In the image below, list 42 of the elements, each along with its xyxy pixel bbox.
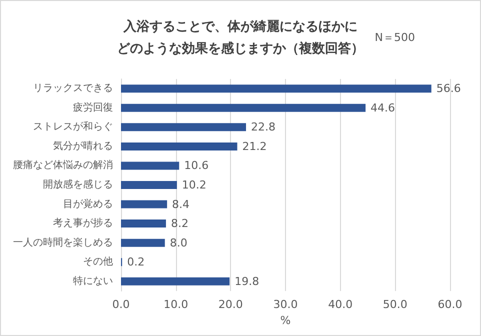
bar: [121, 238, 165, 247]
y-tick-label: 一人の時間を楽しめる: [13, 236, 113, 248]
y-tick-label: その他: [83, 256, 113, 268]
bar: [121, 104, 366, 112]
x-tick-label: 40.0: [328, 298, 353, 311]
data-label: 8.2: [170, 217, 188, 230]
data-label: 56.6: [436, 82, 461, 96]
bar: [121, 181, 177, 189]
y-tick-label: リラックスできる: [33, 83, 113, 94]
y-tick-label: 目が覚める: [63, 198, 113, 210]
x-tick-label: 30.0: [273, 298, 298, 311]
y-tick-label: 開放感を感じる: [43, 178, 113, 190]
y-tick-label: 腰痛など体悩みの解消: [13, 159, 113, 172]
bar: [121, 142, 238, 150]
data-label: 10.6: [184, 159, 209, 172]
bar: [121, 162, 180, 170]
data-label: 44.6: [370, 101, 396, 114]
data-label: 22.8: [251, 120, 276, 134]
x-tick-label: 60.0: [438, 298, 462, 311]
text: N＝500: [374, 31, 416, 44]
data-label: 0.2: [127, 256, 145, 269]
bar: [121, 277, 230, 286]
bar: [121, 84, 432, 93]
data-label: 8.4: [172, 198, 190, 211]
bar: [121, 123, 246, 132]
data-label: 19.8: [234, 274, 260, 288]
y-tick-label: ストレスが和らぐ: [33, 120, 113, 133]
data-label: 8.0: [170, 236, 188, 250]
y-tick-label: 考え事が捗る: [53, 217, 113, 230]
data-label: 21.2: [242, 140, 267, 153]
x-tick-label: 10.0: [164, 298, 188, 311]
y-tick-label: 気分が晴れる: [53, 140, 113, 152]
x-tick-label: 20.0: [218, 298, 243, 311]
data-label: 10.2: [182, 178, 206, 192]
y-tick-label: 疲労回復: [73, 101, 113, 114]
y-tick-label: 特にない: [73, 274, 113, 287]
x-tick-label: 50.0: [382, 298, 408, 311]
x-tick-label: 0.0: [112, 298, 130, 311]
bar: [121, 220, 166, 228]
x-axis-title: %: [280, 314, 291, 327]
bar: [121, 200, 168, 208]
chart-title: 入浴することで、体が綺麗になるほかにどのような効果を感じますか（複数回答）: [117, 18, 364, 56]
